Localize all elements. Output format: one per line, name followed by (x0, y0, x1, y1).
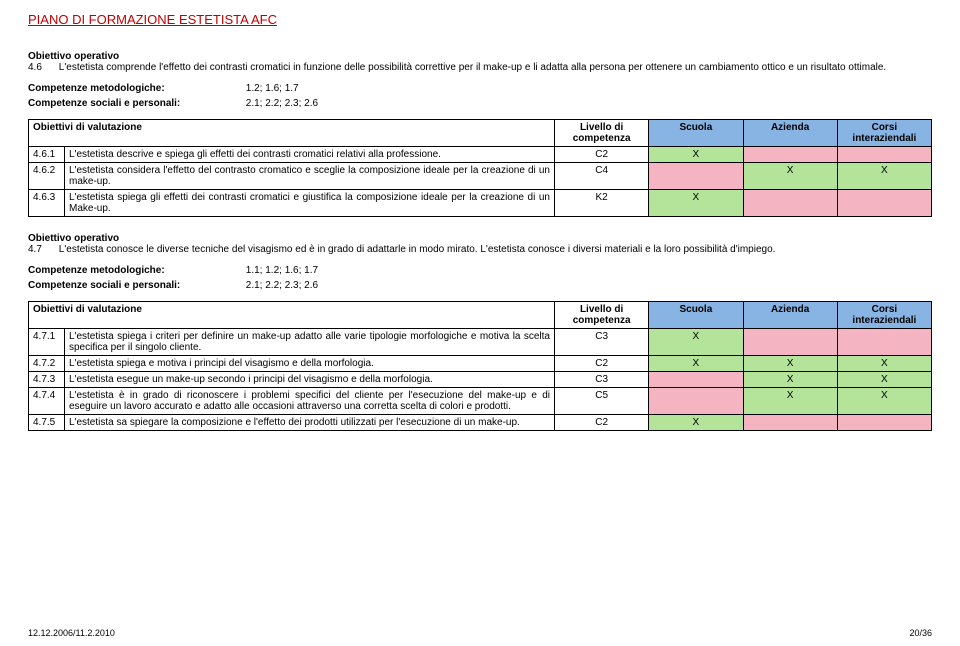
table-row: 4.7.4 L'estetista è in grado di riconosc… (29, 388, 932, 415)
comp-met-val2: 1.1; 1.2; 1.6; 1.7 (246, 265, 318, 276)
cell-company: X (743, 163, 837, 190)
cell-inter: X (837, 388, 931, 415)
footer-date: 12.12.2006/11.2.2010 (28, 628, 115, 638)
table1-header-row: Obiettivi di valutazione Livello di comp… (29, 120, 932, 147)
cell-inter (837, 415, 931, 431)
cell-company: X (743, 356, 837, 372)
comp-met-label2: Competenze metodologiche: (28, 265, 243, 276)
cell-school: X (649, 415, 743, 431)
comp-soc-val: 2.1; 2.2; 2.3; 2.6 (246, 98, 318, 109)
cell-school (649, 372, 743, 388)
cell-desc: L'estetista spiega gli effetti dei contr… (65, 190, 555, 217)
cell-company: X (743, 372, 837, 388)
cell-school: X (649, 147, 743, 163)
cell-school: X (649, 190, 743, 217)
cell-level: C3 (555, 372, 649, 388)
section2-comp-met: Competenze metodologiche: 1.1; 1.2; 1.6;… (28, 265, 932, 276)
section1-comp-met: Competenze metodologiche: 1.2; 1.6; 1.7 (28, 83, 932, 94)
th-company: Azienda (743, 120, 837, 147)
cell-level: C5 (555, 388, 649, 415)
th-company: Azienda (743, 302, 837, 329)
cell-level: C2 (555, 147, 649, 163)
comp-met-label: Competenze metodologiche: (28, 83, 243, 94)
cell-num: 4.6.1 (29, 147, 65, 163)
section1-comp-soc: Competenze sociali e personali: 2.1; 2.2… (28, 98, 932, 109)
comp-soc-val2: 2.1; 2.2; 2.3; 2.6 (246, 280, 318, 291)
cell-desc: L'estetista spiega i criteri per definir… (65, 329, 555, 356)
th-inter: Corsi interaziendali (837, 302, 931, 329)
table-row: 4.6.2 L'estetista considera l'effetto de… (29, 163, 932, 190)
table1: Obiettivi di valutazione Livello di comp… (28, 119, 932, 217)
cell-company (743, 190, 837, 217)
cell-inter: X (837, 372, 931, 388)
th-school: Scuola (649, 302, 743, 329)
cell-company (743, 415, 837, 431)
cell-school (649, 163, 743, 190)
section2-objective: 4.7 L'estetista conosce le diverse tecni… (28, 244, 932, 255)
cell-num: 4.6.3 (29, 190, 65, 217)
th-level: Livello di competenza (555, 120, 649, 147)
comp-soc-label2: Competenze sociali e personali: (28, 280, 243, 291)
th-objectives: Obiettivi di valutazione (29, 302, 555, 329)
cell-desc: L'estetista è in grado di riconoscere i … (65, 388, 555, 415)
section1-text: L'estetista comprende l'effetto dei cont… (59, 62, 914, 73)
cell-inter (837, 329, 931, 356)
cell-level: C2 (555, 415, 649, 431)
cell-num: 4.7.4 (29, 388, 65, 415)
comp-soc-label: Competenze sociali e personali: (28, 98, 243, 109)
section1-objective: 4.6 L'estetista comprende l'effetto dei … (28, 62, 932, 73)
table-row: 4.7.5 L'estetista sa spiegare la composi… (29, 415, 932, 431)
cell-company (743, 147, 837, 163)
cell-inter: X (837, 356, 931, 372)
cell-num: 4.7.3 (29, 372, 65, 388)
table2-header-row: Obiettivi di valutazione Livello di comp… (29, 302, 932, 329)
page-title: PIANO DI FORMAZIONE ESTETISTA AFC (28, 12, 932, 27)
table2: Obiettivi di valutazione Livello di comp… (28, 301, 932, 431)
cell-desc: L'estetista sa spiegare la composizione … (65, 415, 555, 431)
cell-company: X (743, 388, 837, 415)
th-objectives: Obiettivi di valutazione (29, 120, 555, 147)
cell-school: X (649, 356, 743, 372)
cell-level: C2 (555, 356, 649, 372)
cell-num: 4.7.5 (29, 415, 65, 431)
section2-label: Obiettivo operativo (28, 233, 932, 244)
section1-num: 4.6 (28, 62, 56, 73)
cell-desc: L'estetista descrive e spiega gli effett… (65, 147, 555, 163)
cell-inter: X (837, 163, 931, 190)
footer: 12.12.2006/11.2.2010 20/36 (28, 628, 932, 638)
th-level: Livello di competenza (555, 302, 649, 329)
cell-inter (837, 147, 931, 163)
cell-level: C4 (555, 163, 649, 190)
table-row: 4.6.1 L'estetista descrive e spiega gli … (29, 147, 932, 163)
cell-desc: L'estetista esegue un make-up secondo i … (65, 372, 555, 388)
th-inter: Corsi interaziendali (837, 120, 931, 147)
comp-met-val: 1.2; 1.6; 1.7 (246, 83, 299, 94)
cell-level: C3 (555, 329, 649, 356)
table-row: 4.7.1 L'estetista spiega i criteri per d… (29, 329, 932, 356)
section1-label: Obiettivo operativo (28, 51, 932, 62)
cell-num: 4.6.2 (29, 163, 65, 190)
cell-num: 4.7.2 (29, 356, 65, 372)
cell-company (743, 329, 837, 356)
cell-school: X (649, 329, 743, 356)
cell-desc: L'estetista considera l'effetto del cont… (65, 163, 555, 190)
table-row: 4.7.2 L'estetista spiega e motiva i prin… (29, 356, 932, 372)
cell-level: K2 (555, 190, 649, 217)
section2-text: L'estetista conosce le diverse tecniche … (59, 244, 914, 255)
table-row: 4.6.3 L'estetista spiega gli effetti dei… (29, 190, 932, 217)
cell-inter (837, 190, 931, 217)
table-row: 4.7.3 L'estetista esegue un make-up seco… (29, 372, 932, 388)
footer-page: 20/36 (909, 628, 932, 638)
section2-comp-soc: Competenze sociali e personali: 2.1; 2.2… (28, 280, 932, 291)
th-school: Scuola (649, 120, 743, 147)
cell-num: 4.7.1 (29, 329, 65, 356)
cell-school (649, 388, 743, 415)
section2-num: 4.7 (28, 244, 56, 255)
cell-desc: L'estetista spiega e motiva i principi d… (65, 356, 555, 372)
